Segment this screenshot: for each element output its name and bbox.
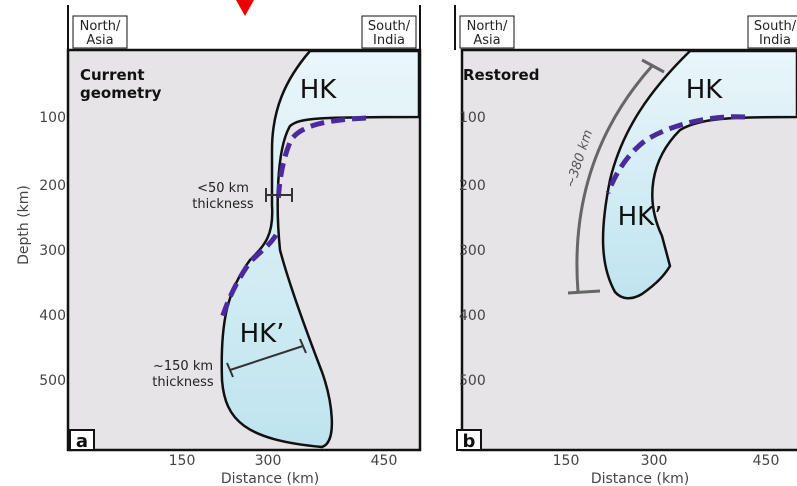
annotation: <50 km	[197, 181, 249, 196]
y-tick-label: 300	[39, 243, 66, 259]
panel-label: b	[463, 431, 476, 452]
panel-label: a	[76, 431, 88, 452]
panel-title: Restored	[463, 66, 539, 84]
unit-label: HK	[686, 75, 724, 105]
region-tag: Asia	[86, 33, 113, 48]
unit-label: HK	[300, 75, 338, 105]
y-tick-label: 400	[39, 308, 66, 324]
y-tick-label: 500	[459, 373, 486, 389]
unit-label: HK’	[240, 319, 285, 349]
y-tick-label: 400	[459, 308, 486, 324]
figure: 100 200 300 400 500 150 300 450 Distance (km) Dep…	[0, 0, 797, 486]
x-tick-label: 300	[641, 453, 668, 469]
annotation: thickness	[192, 197, 254, 212]
x-tick-label: 150	[553, 453, 580, 469]
x-tick-label: 450	[753, 453, 780, 469]
panel-title: Current	[80, 66, 145, 84]
y-tick-label: 100	[459, 110, 486, 126]
region-tag: India	[759, 33, 791, 48]
region-tag: North/	[467, 19, 508, 34]
x-axis-label: Distance (km)	[221, 471, 319, 486]
region-tag: South/	[754, 19, 797, 34]
panel-title: geometry	[80, 84, 162, 102]
region-tag: Asia	[473, 33, 500, 48]
y-tick-label: 200	[39, 178, 66, 194]
page: {"panels": [ {"label": "a", "title_lines…	[0, 0, 797, 486]
x-tick-label: 150	[169, 453, 196, 469]
pointer	[236, 0, 254, 16]
y-tick-label: 300	[459, 243, 486, 259]
annotation: ~150 km	[153, 359, 213, 374]
y-tick-label: 500	[39, 373, 66, 389]
region-tag: India	[373, 33, 405, 48]
x-axis-label: Distance (km)	[591, 471, 689, 486]
x-tick-label: 450	[371, 453, 398, 469]
region-tag: South/	[368, 19, 411, 34]
region-tag: North/	[80, 19, 121, 34]
annotation: thickness	[152, 375, 214, 390]
x-tick-label: 300	[255, 453, 282, 469]
unit-label: HK’	[618, 202, 663, 232]
y-axis-label: Depth (km)	[16, 185, 32, 265]
y-tick-label: 100	[39, 110, 66, 126]
y-tick-label: 200	[459, 178, 486, 194]
